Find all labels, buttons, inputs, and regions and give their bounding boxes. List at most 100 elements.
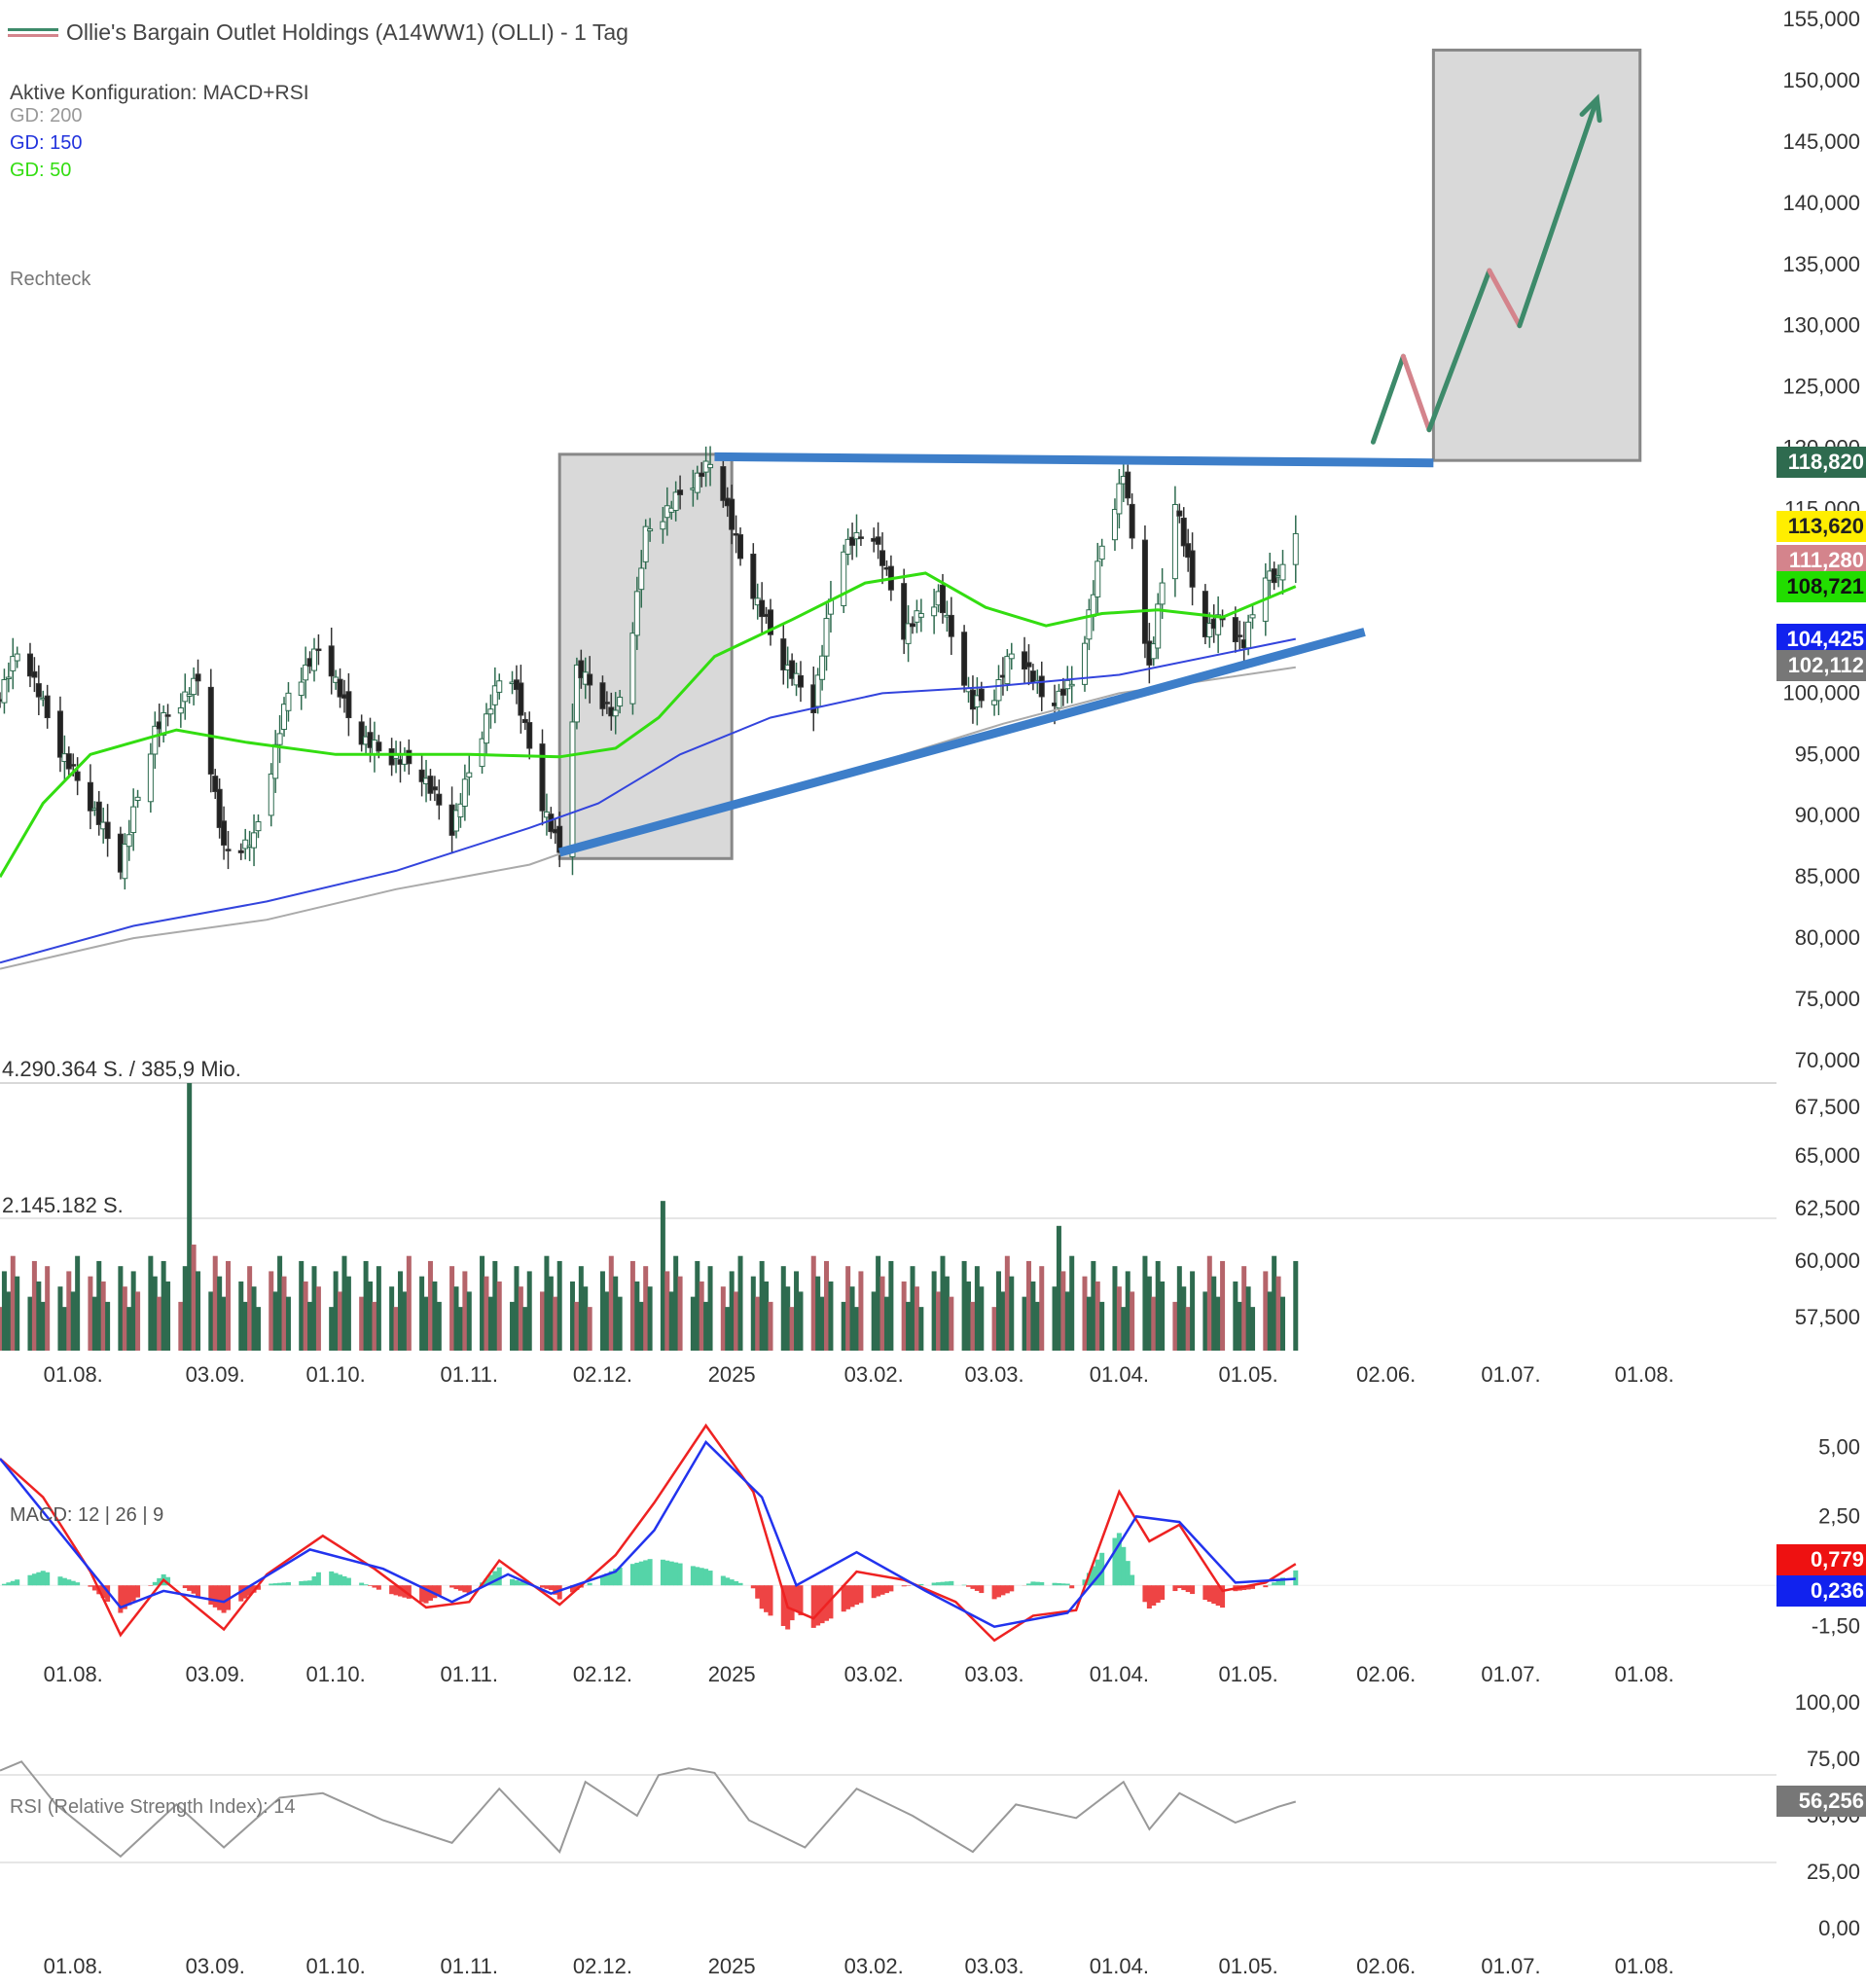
macd-histogram-bar xyxy=(311,1576,316,1585)
ma150-label[interactable]: GD: 150 xyxy=(10,132,82,155)
volume-bar xyxy=(519,1286,523,1351)
volume-bar xyxy=(394,1307,399,1351)
candle-body xyxy=(730,499,735,529)
macd-histogram-bar xyxy=(148,1585,153,1586)
candle-body xyxy=(269,774,273,814)
volume-bar xyxy=(1211,1277,1216,1351)
instrument-legend[interactable]: Ollie's Bargain Outlet Holdings (A14WW1)… xyxy=(8,19,628,46)
macd-histogram-bar xyxy=(1000,1585,1005,1595)
volume-bar xyxy=(872,1291,877,1351)
volume-bar xyxy=(66,1271,71,1351)
volume-bar xyxy=(157,1297,161,1351)
price-axis[interactable] xyxy=(1776,0,1866,1362)
macd-tick-label: 2,50 xyxy=(1818,1503,1860,1528)
macd-histogram-bar xyxy=(949,1581,953,1585)
macd-histogram-bar xyxy=(936,1582,941,1585)
volume-bar xyxy=(902,1282,907,1351)
candle-body xyxy=(1160,583,1165,604)
volume-bar xyxy=(252,1286,257,1351)
volume-bar xyxy=(1160,1282,1165,1351)
macd-histogram-bar xyxy=(364,1584,369,1585)
volume-bar xyxy=(703,1302,708,1351)
candle-body xyxy=(299,682,304,696)
candle-body xyxy=(876,537,880,544)
macd-histogram-bar xyxy=(277,1583,282,1585)
candle-body xyxy=(196,674,200,681)
macd-label[interactable]: MACD: 12 | 26 | 9 xyxy=(10,1504,163,1527)
x-tick-label-panel-3: 01.08. xyxy=(1615,1954,1674,1978)
candle-body xyxy=(678,490,683,495)
macd-histogram-bar xyxy=(730,1579,735,1585)
volume-bar xyxy=(1091,1261,1095,1351)
macd-histogram-bar xyxy=(1009,1585,1014,1591)
rectangle-drawing-1 xyxy=(559,454,732,858)
x-tick-label-panel-3: 01.04. xyxy=(1090,1954,1149,1978)
volume-bar xyxy=(36,1282,41,1351)
drawing-label[interactable]: Rechteck xyxy=(10,269,90,291)
rsi-tick-label: 25,00 xyxy=(1807,1860,1860,1884)
volume-bar xyxy=(738,1256,743,1351)
candle-body xyxy=(131,807,136,832)
macd-histogram-bar xyxy=(544,1585,549,1589)
volume-bar xyxy=(1095,1282,1100,1351)
volume-bar xyxy=(583,1286,588,1351)
macd-histogram-bar xyxy=(15,1579,19,1585)
volume-bar xyxy=(238,1282,243,1351)
macd-histogram-bar xyxy=(1156,1585,1161,1603)
volume-bar xyxy=(286,1297,291,1351)
macd-histogram-bar xyxy=(217,1585,222,1609)
volume-bar xyxy=(755,1297,760,1351)
macd-histogram-bar xyxy=(872,1585,877,1598)
macd-histogram-bar xyxy=(286,1582,291,1585)
volume-bar xyxy=(1147,1277,1152,1351)
x-tick-label-panel-2: 01.07. xyxy=(1481,1662,1540,1686)
macd-histogram-bar xyxy=(798,1585,803,1615)
volume-bar xyxy=(764,1282,769,1351)
volume-bar xyxy=(1207,1256,1212,1351)
volume-bar xyxy=(1276,1277,1281,1351)
candle-body xyxy=(311,649,316,670)
candle-body xyxy=(1039,676,1044,697)
volume-bar xyxy=(828,1282,833,1351)
macd-histogram-bar xyxy=(1005,1585,1010,1593)
macd-histogram-bar xyxy=(1272,1582,1276,1585)
candle-body xyxy=(842,552,846,605)
macd-histogram-bar xyxy=(1057,1583,1061,1585)
macd-histogram-bar xyxy=(71,1581,76,1586)
volume-bar xyxy=(639,1302,644,1351)
candle-body xyxy=(1246,622,1251,647)
macd-histogram-bar xyxy=(1121,1547,1126,1585)
macd-histogram-bar xyxy=(307,1580,312,1585)
macd-histogram-bar xyxy=(962,1585,967,1586)
volume-bar xyxy=(311,1266,316,1351)
volume-bar xyxy=(307,1302,312,1351)
ma50-label[interactable]: GD: 50 xyxy=(10,160,71,182)
candle-body xyxy=(105,822,110,839)
macd-histogram-bar xyxy=(1030,1581,1035,1585)
volume-bar xyxy=(437,1302,442,1351)
rsi-tick-label: 100,00 xyxy=(1795,1690,1860,1715)
macd-histogram-bar xyxy=(187,1585,192,1591)
macd-line xyxy=(0,1426,1296,1641)
x-tick-label-panel-1: 03.02. xyxy=(844,1362,904,1387)
rsi-label[interactable]: RSI (Relative Strength Index): 14 xyxy=(10,1796,295,1819)
volume-bar xyxy=(1181,1286,1186,1351)
macd-histogram-bar xyxy=(1035,1582,1040,1586)
macd-histogram-bar xyxy=(876,1585,880,1596)
volume-bar xyxy=(148,1256,153,1351)
candle-body xyxy=(1250,615,1255,618)
macd-histogram-bar xyxy=(1151,1585,1156,1606)
x-tick-label-panel-3: 03.03. xyxy=(964,1954,1023,1978)
ma200-label[interactable]: GD: 200 xyxy=(10,105,82,127)
volume-bar xyxy=(269,1271,273,1351)
candle-body xyxy=(123,845,127,879)
candle-body xyxy=(1005,657,1010,684)
candle-body xyxy=(639,568,644,590)
candle-body xyxy=(708,464,713,467)
volume-bar xyxy=(1186,1307,1191,1351)
volume-bar xyxy=(1005,1256,1010,1351)
candle-body xyxy=(1009,654,1014,659)
volume-bar xyxy=(1172,1302,1177,1351)
